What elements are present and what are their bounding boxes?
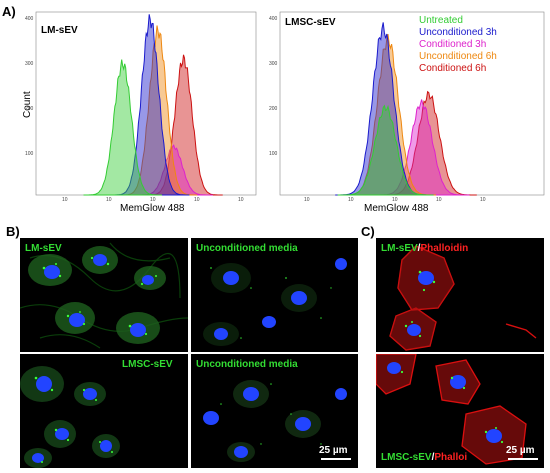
micrograph-label: Unconditioned media bbox=[196, 243, 298, 254]
legend-item-conditioned-3h: Conditioned 3h bbox=[419, 39, 487, 50]
x-tick: 10 bbox=[106, 197, 112, 203]
histogram-series-unconditioned-6h bbox=[118, 25, 198, 196]
micrograph-c-bottom: LMSC-sEV/Phalloi 25 µm bbox=[376, 354, 544, 468]
x-tick: 10 bbox=[194, 197, 200, 203]
legend-item-untreated: Untreated bbox=[419, 15, 463, 26]
label-evs: LMSC-sEV bbox=[381, 452, 432, 463]
label-phalloidin: Phalloidin bbox=[420, 243, 469, 254]
y-axis-label: Count bbox=[22, 91, 33, 118]
micrograph-label: LMSC-sEV bbox=[122, 359, 173, 370]
x-axis-label: MemGlow 488 bbox=[364, 203, 429, 214]
plot-frame bbox=[35, 11, 257, 196]
x-tick: 10 bbox=[480, 197, 486, 203]
micrograph-b-bottom-left: LMSC-sEV bbox=[20, 354, 188, 468]
scale-bar bbox=[508, 458, 538, 460]
scale-bar-label: 25 µm bbox=[506, 445, 535, 456]
legend-item-conditioned-6h: Conditioned 6h bbox=[419, 63, 487, 74]
x-tick: 10 bbox=[392, 197, 398, 203]
micrograph-label: LM-sEV bbox=[25, 243, 62, 254]
cells-image bbox=[376, 354, 527, 465]
histogram-series-untreated bbox=[337, 104, 434, 196]
histogram-series-conditioned-3h bbox=[373, 99, 470, 196]
y-tick: 100 bbox=[269, 151, 278, 157]
cells-image bbox=[389, 245, 537, 351]
y-tick: 100 bbox=[25, 151, 34, 157]
cells-image bbox=[203, 258, 347, 346]
histogram-right: LMSC-sEV 400 300 200 100 10 10 10 10 10 … bbox=[264, 8, 546, 218]
legend: Untreated Unconditioned 3h Conditioned 3… bbox=[419, 15, 497, 75]
label-separator: / bbox=[431, 452, 435, 463]
micrograph-label: Unconditioned media bbox=[196, 359, 298, 370]
scale-bar-label: 25 µm bbox=[319, 445, 348, 456]
y-tick: 200 bbox=[269, 106, 278, 112]
y-tick: 400 bbox=[25, 16, 34, 22]
histogram-left: LM-sEV Count 400 300 200 100 10 10 10 10… bbox=[20, 8, 270, 218]
micrograph-label: LMSC-sEV/Phalloi bbox=[381, 452, 467, 463]
histogram-series-unconditioned-3h bbox=[111, 14, 190, 196]
histogram-right-plot bbox=[279, 11, 545, 196]
x-tick: 10 bbox=[348, 197, 354, 203]
micrograph-b-top-left: LM-sEV bbox=[20, 238, 188, 352]
histogram-left-curves bbox=[83, 14, 223, 196]
y-tick: 200 bbox=[25, 106, 34, 112]
histogram-right-curves bbox=[335, 22, 477, 196]
panel-b-label: B) bbox=[6, 224, 20, 239]
histogram-series-untreated bbox=[83, 59, 162, 196]
legend-item-unconditioned-3h: Unconditioned 3h bbox=[419, 27, 497, 38]
micrograph-c-top: LM-sEV/Phalloidin bbox=[376, 238, 544, 352]
plot-frame bbox=[279, 11, 545, 196]
cells-image bbox=[203, 380, 347, 462]
legend-item-unconditioned-6h: Unconditioned 6h bbox=[419, 51, 497, 62]
micrograph-b-bottom-right: Unconditioned media 25 µm bbox=[191, 354, 358, 468]
x-tick: 10 bbox=[436, 197, 442, 203]
y-tick: 300 bbox=[25, 61, 34, 67]
y-tick: 400 bbox=[269, 16, 278, 22]
histogram-left-title: LM-sEV bbox=[41, 25, 78, 36]
y-tick: 300 bbox=[269, 61, 278, 67]
cells-image bbox=[20, 242, 188, 349]
panel-c-label: C) bbox=[361, 224, 375, 239]
x-tick: 10 bbox=[238, 197, 244, 203]
histogram-left-plot bbox=[35, 11, 257, 196]
micrograph-label: LM-sEV/Phalloidin bbox=[381, 243, 468, 254]
label-separator: / bbox=[417, 243, 421, 254]
x-axis-label: MemGlow 488 bbox=[120, 203, 185, 214]
label-evs: LM-sEV bbox=[381, 243, 418, 254]
scale-bar bbox=[321, 458, 351, 460]
x-tick: 10 bbox=[304, 197, 310, 203]
panel-a-label: A) bbox=[2, 4, 16, 19]
histogram-series-conditioned-6h bbox=[380, 90, 477, 196]
x-tick: 10 bbox=[62, 197, 68, 203]
histogram-right-title: LMSC-sEV bbox=[285, 17, 336, 28]
cells-image bbox=[20, 366, 120, 468]
x-tick: 10 bbox=[150, 197, 156, 203]
label-phalloidin: Phalloi bbox=[434, 452, 468, 463]
micrograph-b-top-right: Unconditioned media bbox=[191, 238, 358, 352]
histogram-series-conditioned-6h bbox=[144, 54, 223, 196]
